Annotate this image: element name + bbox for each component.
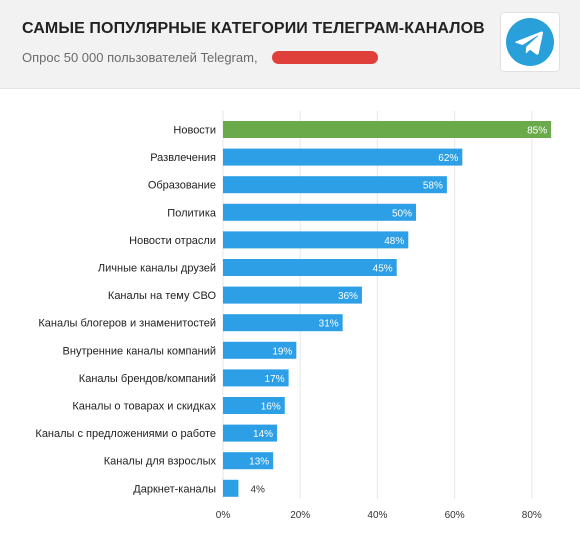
value-label: 13%	[249, 457, 269, 468]
bar	[223, 121, 552, 138]
bar	[223, 259, 397, 276]
category-label: Каналы с предложениями о работе	[35, 428, 216, 440]
bar	[223, 452, 274, 470]
bar	[223, 369, 289, 387]
category-label: Каналы блогеров и знаменитостей	[38, 318, 216, 330]
bar	[223, 314, 343, 332]
x-tick-label: 60%	[445, 510, 465, 521]
chart-subtitle: Опрос 50 000 пользователей Telegram,	[22, 50, 258, 65]
bar	[223, 479, 239, 497]
chart-title: САМЫЕ ПОПУЛЯРНЫЕ КАТЕГОРИИ ТЕЛЕГРАМ-КАНА…	[22, 20, 485, 37]
bar	[223, 176, 447, 194]
category-label: Внутренние каналы компаний	[63, 345, 216, 357]
x-tick-label: 0%	[216, 510, 231, 521]
value-label: 85%	[527, 126, 547, 137]
value-label: 45%	[373, 264, 393, 275]
telegram-logo	[500, 12, 560, 72]
value-label: 50%	[392, 208, 412, 219]
bar	[223, 203, 416, 221]
category-label: Каналы о товарах и скидках	[72, 401, 216, 413]
value-label: 4%	[250, 484, 265, 495]
chart-header: САМЫЕ ПОПУЛЯРНЫЕ КАТЕГОРИИ ТЕЛЕГРАМ-КАНА…	[0, 0, 580, 89]
category-label: Даркнет-каналы	[133, 483, 216, 495]
category-label: Образование	[148, 180, 216, 192]
category-label: Новости	[173, 125, 216, 137]
category-label: Каналы брендов/компаний	[79, 373, 216, 385]
value-label: 62%	[438, 153, 458, 164]
bar	[223, 231, 409, 249]
bar	[223, 397, 285, 414]
x-tick-label: 20%	[290, 510, 310, 521]
bar-chart: 0% 20% 40% 60% 80% Новости 85% Развлечения 62% Об…	[35, 111, 552, 521]
value-label: 16%	[261, 402, 281, 413]
category-label: Каналы на тему СВО	[108, 290, 217, 302]
category-label: Политика	[167, 207, 217, 219]
bar	[223, 424, 278, 442]
value-label: 17%	[265, 374, 285, 385]
telegram-plane-icon	[506, 18, 554, 66]
bar	[223, 148, 463, 166]
bar	[223, 341, 297, 359]
bar	[223, 286, 362, 304]
category-label: Новости отрасли	[129, 235, 216, 247]
value-label: 48%	[384, 236, 404, 247]
category-label: Развлечения	[150, 152, 216, 164]
x-tick-label: 80%	[522, 510, 542, 521]
category-label: Личные каналы друзей	[98, 263, 216, 275]
value-label: 36%	[338, 291, 358, 302]
value-label: 19%	[272, 346, 292, 357]
category-label: Каналы для взрослых	[104, 456, 217, 468]
redaction-mark	[272, 51, 378, 64]
value-label: 58%	[423, 181, 443, 192]
value-label: 14%	[253, 429, 273, 440]
x-tick-label: 40%	[367, 510, 387, 521]
value-label: 31%	[319, 319, 339, 330]
